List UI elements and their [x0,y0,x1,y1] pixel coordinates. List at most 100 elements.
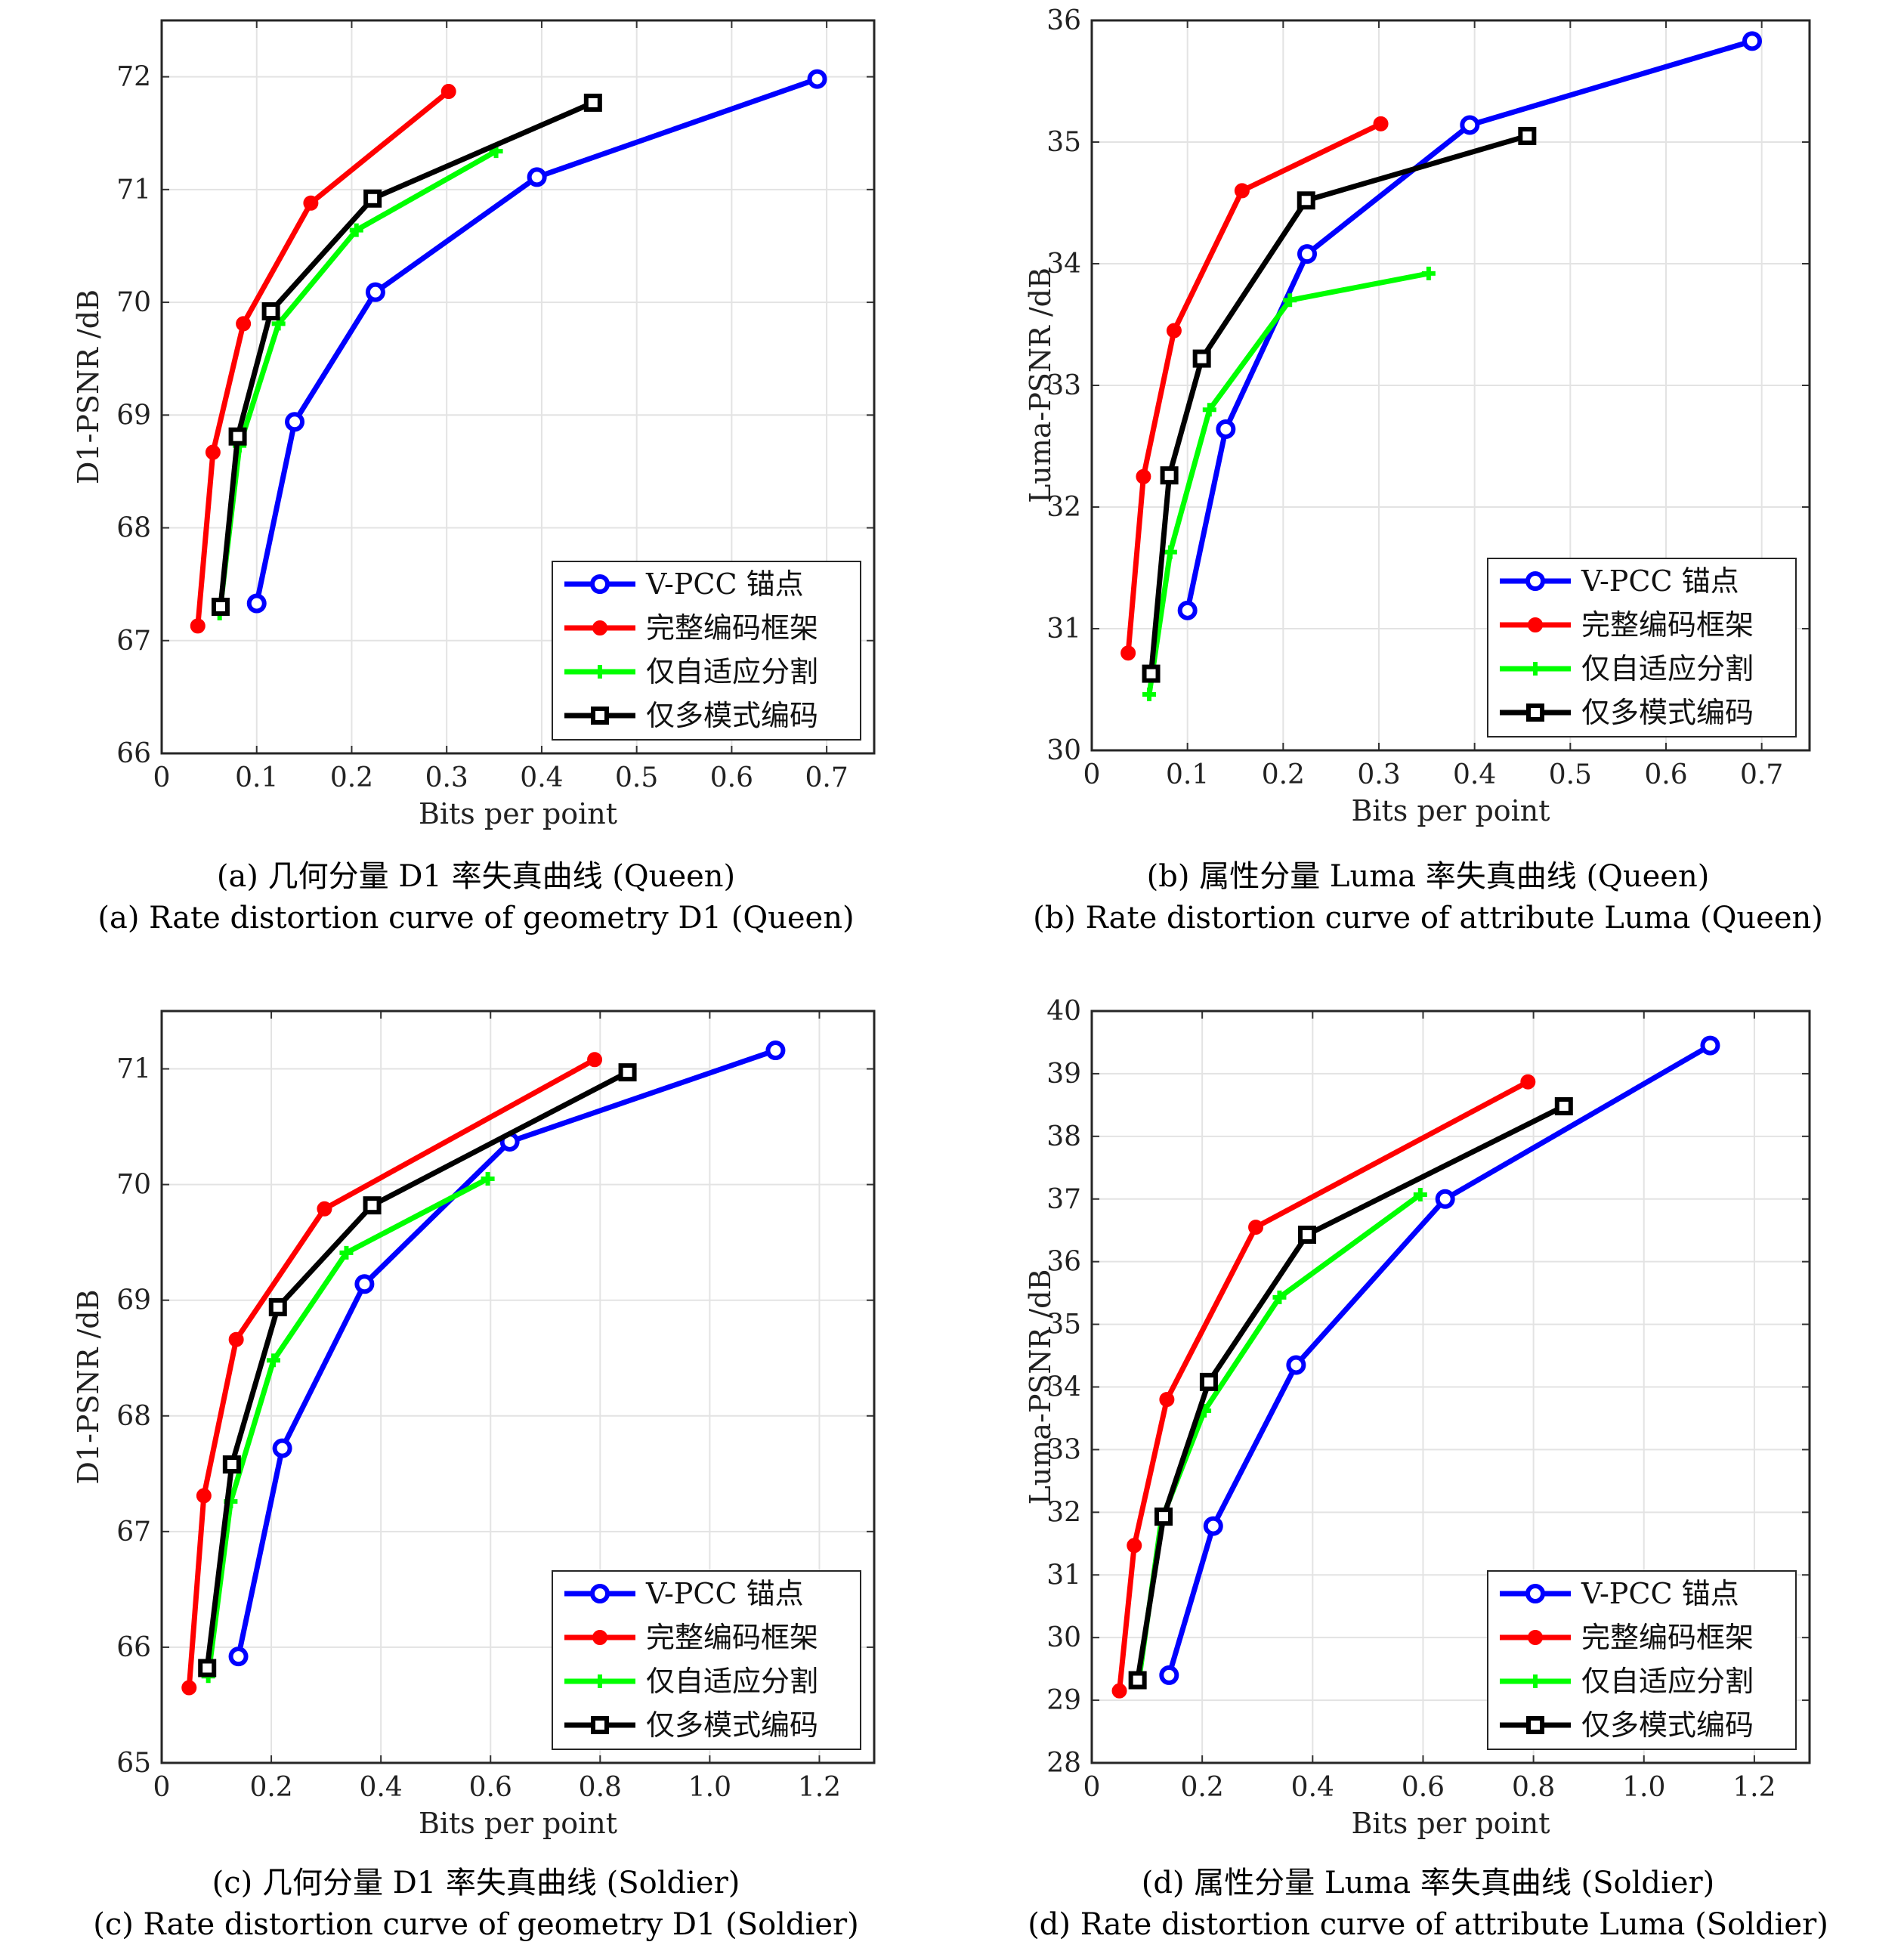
data-point [211,598,230,616]
chart-panel-a: 0 0.1 0.2 0.3 0.4 0.5 0.6 0.7 66 67 68 69 70 71 72 Bits… [0,0,952,972]
x-tick-label: 0.1 [1166,759,1209,790]
y-axis-label: Luma-PSNR /dB [1024,267,1057,503]
legend-swatch-marker [593,1674,607,1688]
legend-label: 仅多模式编码 [646,699,818,732]
data-point [1216,419,1236,439]
legend-label: V-PCC 锚点 [1581,564,1739,598]
data-point [583,93,602,112]
y-tick-label: 31 [1046,1560,1081,1591]
caption-cn-a: (a) 几何分量 D1 率失真曲线 (Queen) [216,859,736,894]
data-point [1518,126,1537,145]
x-tick-label: 0.2 [1181,1772,1224,1803]
legend-swatch-marker [591,1716,609,1734]
data-point [1421,266,1436,280]
legend-label: 仅自适应分割 [1581,1665,1754,1698]
legend-swatch-marker [1528,1674,1542,1688]
chart-c-svg: 0 0.2 0.4 0.6 0.8 1.0 1.2 65 66 67 68 69 70 71 Bits pe… [72,1010,876,1840]
legend-swatch-marker [1526,1716,1544,1734]
data-point [236,316,252,332]
y-tick-label: 30 [1046,735,1081,766]
x-tick-label: 0.2 [1262,759,1305,790]
series-3 [1142,266,1436,701]
y-tick-label: 31 [1046,614,1081,645]
legend-label: 完整编码框架 [646,1621,818,1654]
data-point [268,1297,287,1316]
x-axis-label: Bits per point [419,797,617,830]
x-tick-label: 0.5 [1549,759,1592,790]
y-tick-label: 28 [1046,1748,1081,1779]
data-point [228,1647,249,1667]
data-point [1435,1189,1455,1209]
data-point [1520,1074,1536,1090]
x-tick-label: 0.7 [805,762,848,793]
y-tick-label: 34 [1046,249,1081,280]
data-point [1159,1392,1175,1408]
chart-panel-c: 0 0.2 0.4 0.6 0.8 1.0 1.2 65 66 67 68 69 70 71 Bits pe… [0,972,952,1945]
data-point [1160,466,1179,485]
y-tick-label: 70 [116,1170,151,1201]
legend-label: 仅多模式编码 [646,1708,818,1742]
data-point [349,223,363,237]
legend-swatch-marker [591,707,609,725]
data-point [1166,323,1182,339]
data-point [1203,1516,1223,1536]
y-tick-label: 72 [116,62,151,93]
data-point [228,427,247,446]
y-tick-label: 35 [1046,127,1081,158]
series-2 [181,1052,603,1696]
data-point [1283,293,1297,308]
x-tick-label: 0.7 [1740,759,1783,790]
legend-label: V-PCC 锚点 [645,567,804,601]
series-4 [1128,1097,1573,1690]
x-tick-label: 1.2 [1732,1772,1776,1803]
data-point [261,302,280,321]
legend-swatch-marker [1525,571,1545,591]
y-tick-label: 35 [1046,1310,1081,1340]
data-point [1413,1187,1427,1201]
legend-swatch-marker [1525,1584,1545,1603]
data-point [807,69,827,89]
data-point [1297,244,1317,264]
x-tick-label: 0.8 [1512,1772,1555,1803]
data-point [1248,1220,1264,1235]
caption-en-b: (b) Rate distortion curve of attribute L… [1033,901,1823,935]
data-point [228,1331,244,1347]
series-1 [246,69,827,614]
caption-cn-c: (c) 几何分量 D1 率失真曲线 (Soldier) [212,1866,740,1900]
data-point [481,1171,495,1186]
series-2 [190,84,456,634]
x-tick-label: 0.6 [469,1772,512,1803]
chart-panel-b: 0 0.1 0.2 0.3 0.4 0.5 0.6 0.7 30 31 32 33 34 35 36 Bits… [952,0,1904,972]
legend-swatch-marker [593,665,607,679]
series-2 [1120,116,1389,661]
legend-label: 完整编码框架 [646,611,818,645]
x-tick-label: 0.3 [425,762,468,793]
data-point [1272,1290,1287,1304]
x-tick-label: 0.6 [1644,759,1687,790]
x-axis-label: Bits per point [419,1807,617,1840]
legend-label: 仅多模式编码 [1581,1708,1754,1742]
y-tick-label: 67 [116,626,151,657]
data-point [587,1052,603,1068]
data-point [363,1196,382,1215]
data-point [1202,403,1216,417]
legend-label: 仅自适应分割 [646,655,818,688]
x-tick-label: 0.8 [579,1772,622,1803]
data-point [365,282,385,302]
x-axis-label: Bits per point [1351,794,1550,827]
x-tick-label: 1.0 [688,1772,731,1803]
axes-frame [1090,1010,1811,1764]
x-tick-label: 0.4 [1453,759,1496,790]
y-tick-label: 36 [1046,5,1081,36]
data-point [1177,600,1198,620]
data-point [1460,115,1480,135]
y-tick-label: 39 [1046,1059,1081,1090]
data-point [1298,1226,1316,1245]
data-point [1127,1538,1142,1554]
x-tick-label: 0.4 [520,762,563,793]
y-tick-label: 33 [1046,1434,1081,1465]
data-point [1554,1097,1573,1116]
